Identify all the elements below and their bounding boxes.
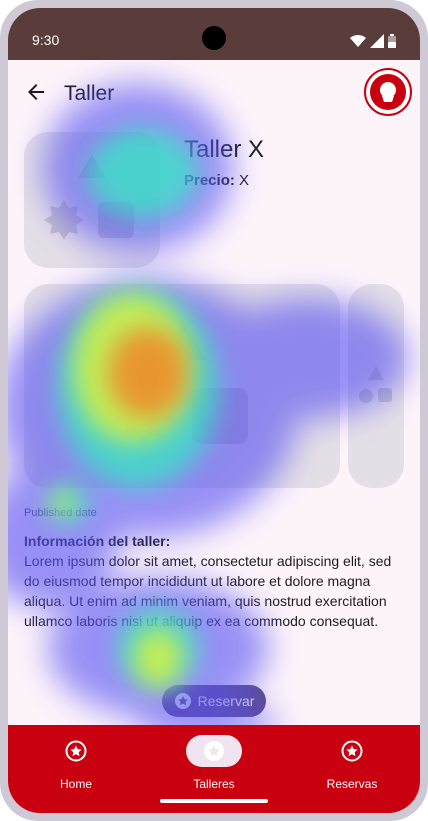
top-app-bar: Taller [8,60,420,124]
workshop-info: Información del taller: Lorem ipsum dolo… [24,531,404,631]
workshop-image-carousel-next[interactable] [348,284,404,488]
workshop-thumbnail [24,132,160,268]
info-heading: Información del taller: [24,533,171,549]
star-circle-icon [174,693,191,709]
star-circle-icon [204,741,224,761]
reserve-label: Reservar [197,693,255,709]
shapes-placeholder-icon [44,154,134,240]
shapes-placeholder-icon [359,366,392,403]
camera-cutout [202,26,226,50]
back-arrow-icon[interactable] [24,80,48,104]
status-bar: 9:30 [8,8,420,60]
reserve-button[interactable]: Reservar [162,685,266,717]
status-time: 9:30 [32,32,60,48]
page-title: Taller [64,82,115,105]
nav-pill-active [186,735,242,767]
star-circle-icon [65,740,87,762]
price-value: X [239,172,250,189]
system-icons [350,34,396,48]
nav-label-talleres: Talleres [193,777,235,791]
shapes-placeholder-icon [114,320,248,446]
screen: 9:30 Taller Taller X Precio: X [8,8,420,813]
nav-item-home[interactable]: Home [16,735,136,795]
workshop-image-carousel-item[interactable] [24,284,340,488]
bottom-navigation: Home Talleres Reservas [8,725,420,813]
workshop-name: Taller X [184,136,265,163]
nav-item-talleres[interactable]: Talleres [154,735,274,795]
workshop-price: Precio: X [184,172,249,189]
gesture-home-bar[interactable] [160,799,268,803]
price-label: Precio: [184,172,235,189]
nav-label-home: Home [59,777,92,791]
battery-icon [388,34,396,48]
granada-logo-icon [364,68,412,116]
nav-pill [324,735,380,767]
nav-item-reservas[interactable]: Reservas [292,735,412,795]
wifi-icon [350,34,366,47]
nav-label-reservas: Reservas [326,777,378,791]
nav-pill [48,735,104,767]
info-text: Lorem ipsum dolor sit amet, consectetur … [24,553,392,629]
signal-icon [370,34,384,48]
published-date: Published date [24,507,97,519]
star-circle-icon [341,740,363,762]
